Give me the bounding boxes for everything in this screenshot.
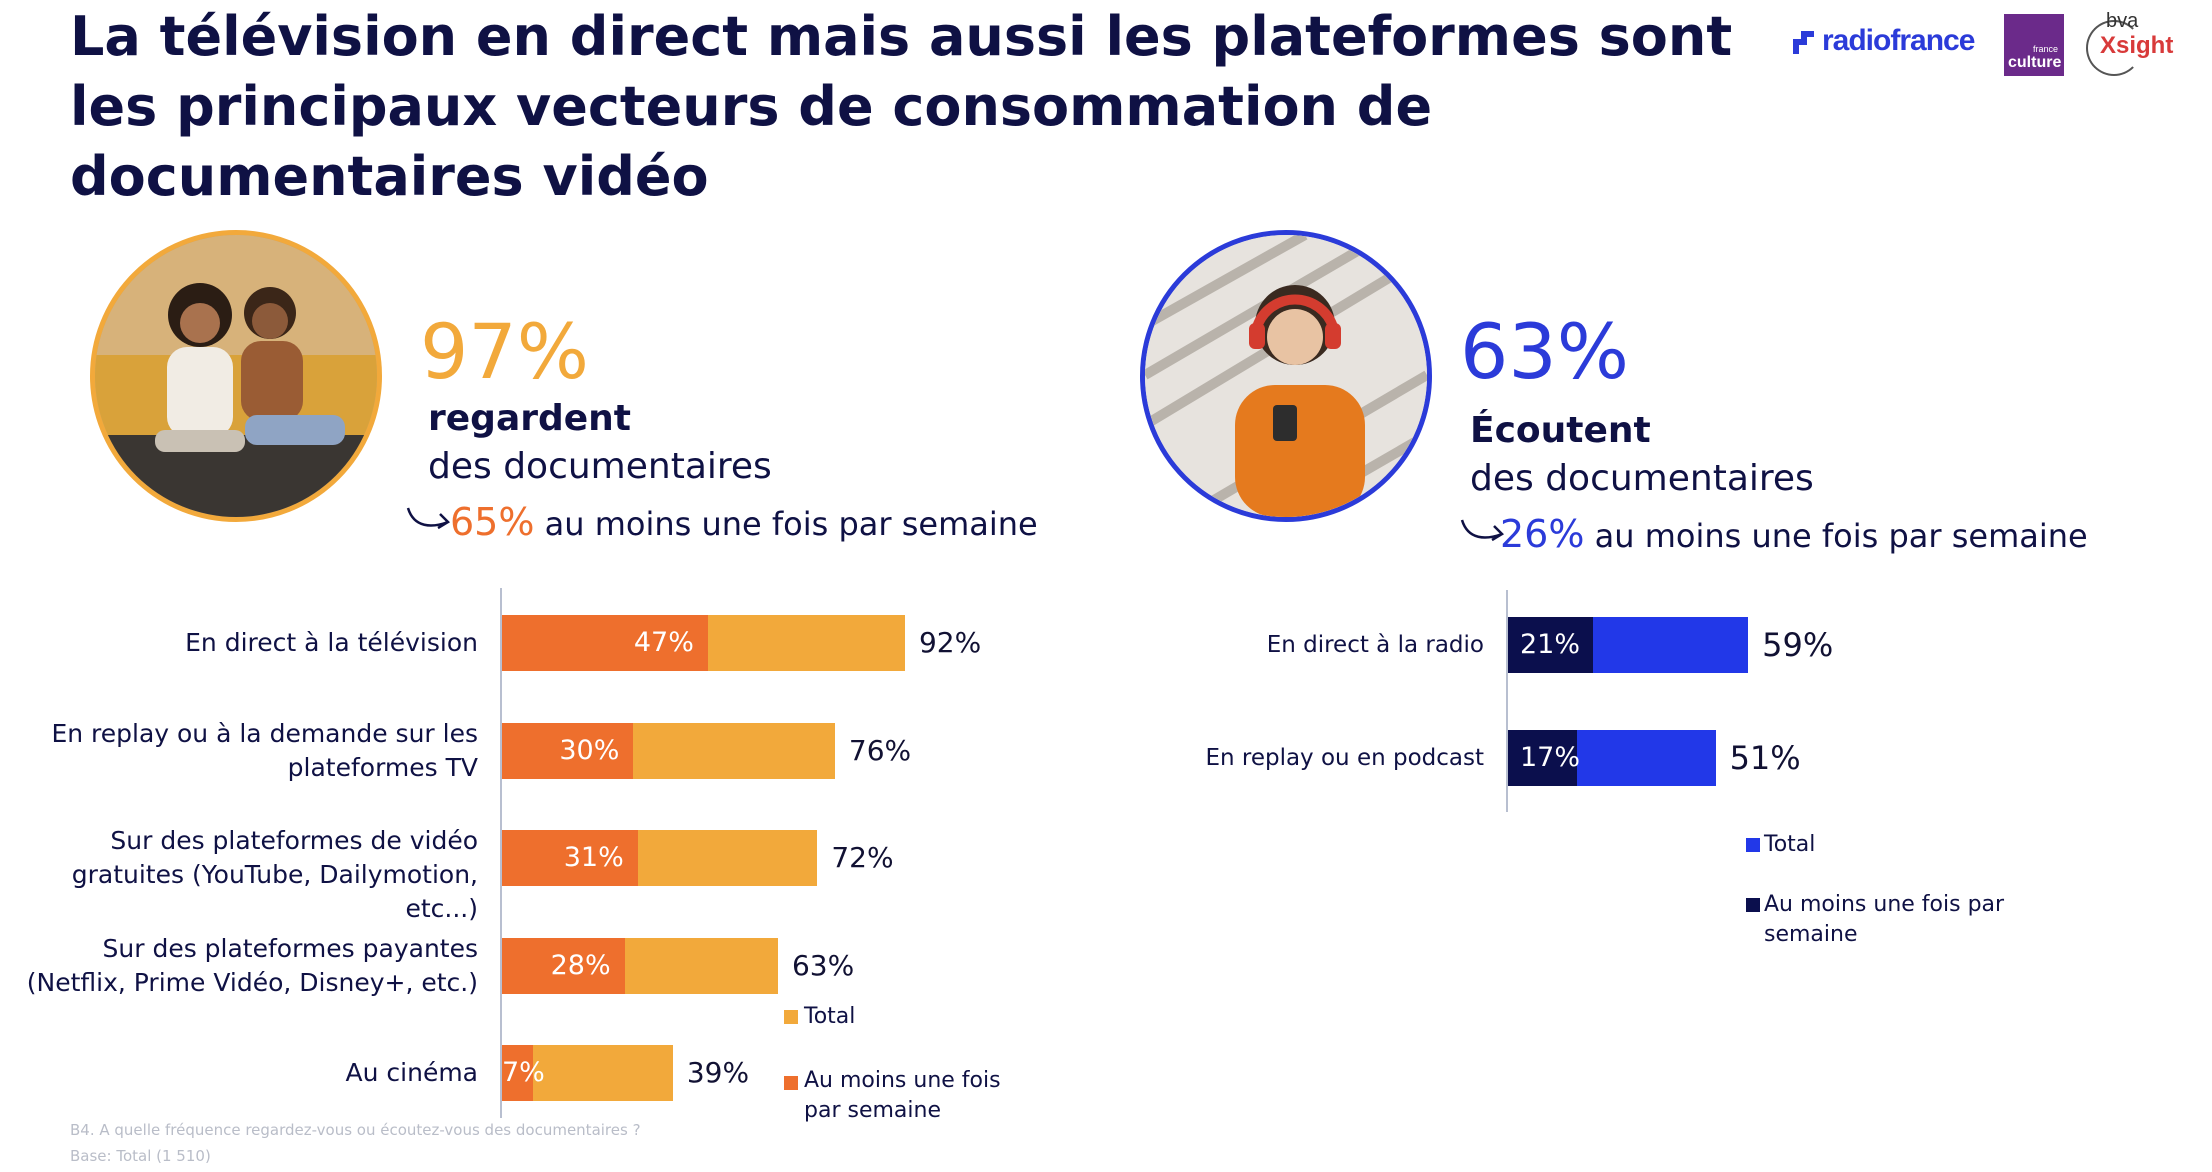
video-object: des documentaires	[428, 446, 772, 487]
bar-total-label: 72%	[831, 841, 894, 874]
legend-label-total: Total	[1764, 832, 1816, 857]
france-culture-logo: france culture	[2004, 14, 2064, 76]
category-label: Sur des plateformes payantes (Netflix, P…	[26, 934, 478, 997]
footnote-base: Base: Total (1 510)	[70, 1147, 211, 1165]
bar-weekly	[502, 830, 638, 886]
bar-weekly	[1508, 730, 1578, 786]
bar-total-label: 92%	[918, 626, 982, 659]
france-culture-label: culture	[2008, 54, 2062, 71]
audio-object: des documentaires	[1470, 458, 1814, 499]
video-verb: regardent	[428, 398, 632, 439]
bva-label: bva	[2106, 10, 2139, 32]
bar-weekly-label: 17%	[1520, 742, 1581, 773]
bar-weekly	[502, 1045, 533, 1101]
video-headline-percent: 97%	[420, 307, 589, 396]
legend-label-weekly: Au moins une fois par semaine	[804, 1068, 1001, 1123]
legend-swatch-weekly	[1746, 898, 1760, 912]
chart-axis	[500, 588, 502, 1118]
bar-weekly-label: 47%	[633, 627, 694, 658]
video-weekly-text: au moins une fois par semaine	[544, 505, 1038, 543]
audio-weekly-line: 26% au moins une fois par semaine	[1500, 512, 2088, 556]
xsight-label: Xsight	[2100, 32, 2174, 59]
bar-total-label: 59%	[1762, 626, 1834, 664]
video-weekly-percent: 65%	[450, 500, 535, 544]
audio-verb: Écoutent	[1470, 410, 1651, 451]
page-title: La télévision en direct mais aussi les p…	[70, 5, 1733, 208]
bar-total-label: 51%	[1729, 739, 1801, 777]
legend-swatch-total	[784, 1010, 798, 1024]
bar-weekly-label: 30%	[559, 735, 620, 766]
bar-weekly-label: 31%	[563, 842, 624, 873]
bar-weekly-label: 21%	[1520, 629, 1581, 660]
bar-total-label: 76%	[848, 734, 912, 767]
audio-weekly-percent: 26%	[1500, 512, 1585, 556]
bar-weekly	[502, 615, 708, 671]
bar-total-label: 39%	[686, 1056, 750, 1089]
bar-weekly-label: 28%	[550, 950, 611, 981]
bar-weekly	[502, 723, 634, 779]
category-label: En replay ou à la demande sur les platef…	[51, 719, 478, 782]
radiofrance-logo: radiofrance	[1822, 24, 1975, 57]
legend-swatch-total	[1746, 838, 1760, 852]
category-label: Au cinéma	[345, 1058, 478, 1087]
legend-label-total: Total	[804, 1004, 856, 1029]
category-label: En direct à la télévision	[185, 628, 478, 657]
curved-arrow-icon	[406, 507, 451, 530]
curved-arrow-icon	[1460, 519, 1505, 542]
radiofrance-logo-icon	[1793, 31, 1814, 54]
legend-label-weekly: Au moins une fois par semaine	[1764, 892, 2005, 947]
legend-swatch-weekly	[784, 1076, 798, 1090]
footnote-question: B4. A quelle fréquence regardez-vous ou …	[70, 1121, 641, 1139]
photo-two-women-on-sofa	[90, 230, 382, 522]
logos: radiofrance france culture bva Xsight	[1790, 10, 2190, 84]
bva-xsight-logo: bva Xsight	[2086, 10, 2182, 76]
france-culture-small: france	[2032, 44, 2058, 54]
bar-weekly-label: 7%	[502, 1057, 545, 1088]
chart-axis	[1506, 590, 1508, 812]
audio-weekly-text: au moins une fois par semaine	[1594, 517, 2088, 555]
bva-ring-icon	[2086, 20, 2142, 76]
bar-total-label: 63%	[791, 949, 855, 982]
category-label: En replay ou en podcast	[1205, 745, 1484, 771]
video-weekly-line: 65% au moins une fois par semaine	[450, 500, 1038, 544]
bar-weekly	[1508, 617, 1594, 673]
audio-headline-percent: 63%	[1460, 307, 1629, 396]
category-label: En direct à la radio	[1266, 632, 1484, 658]
photo-woman-with-headphones	[1140, 230, 1432, 522]
category-label: Sur des plateformes de vidéo gratuites (…	[71, 826, 478, 923]
bar-weekly	[502, 938, 625, 994]
